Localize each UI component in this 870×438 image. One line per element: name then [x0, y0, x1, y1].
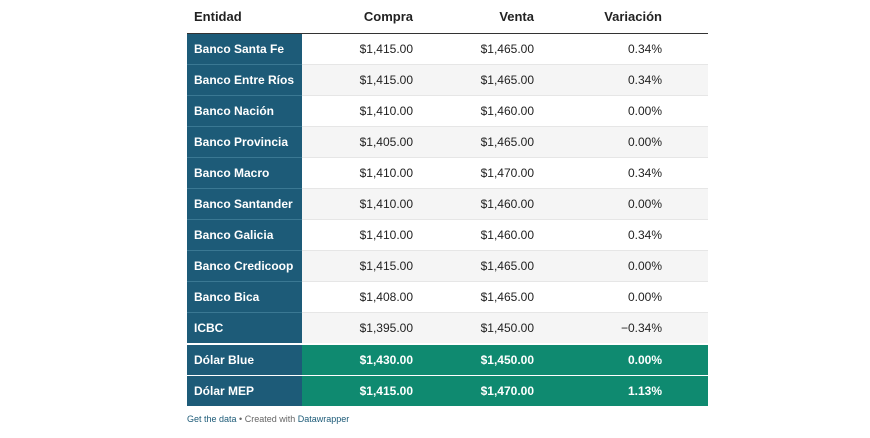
cell-entidad: Banco Macro [187, 157, 302, 189]
cell-entidad: Banco Credicoop [187, 250, 302, 282]
cell-variacion: 0.34% [534, 64, 662, 96]
header-variacion[interactable]: Variación [534, 0, 662, 34]
table-row: Banco Provincia $1,405.00 $1,465.00 0.00% [187, 126, 708, 158]
cell-variacion: 0.34% [534, 157, 662, 189]
cell-variacion: 0.00% [534, 250, 662, 282]
cell-compra: $1,430.00 [302, 343, 413, 376]
cell-venta: $1,460.00 [413, 188, 534, 220]
cell-venta: $1,465.00 [413, 126, 534, 158]
cell-venta: $1,460.00 [413, 219, 534, 251]
cell-venta: $1,470.00 [413, 375, 534, 407]
rates-table-container: Entidad Compra Venta Variación Banco San… [187, 0, 708, 407]
cell-spacer [662, 312, 708, 345]
table-row: ICBC $1,395.00 $1,450.00 −0.34% [187, 312, 708, 345]
cell-venta: $1,465.00 [413, 33, 534, 65]
cell-entidad: Banco Santander [187, 188, 302, 220]
get-data-link[interactable]: Get the data [187, 414, 237, 424]
cell-entidad: Banco Bica [187, 281, 302, 313]
header-entidad[interactable]: Entidad [187, 0, 302, 34]
cell-spacer [662, 188, 708, 220]
cell-compra: $1,410.00 [302, 157, 413, 189]
cell-spacer [662, 33, 708, 65]
cell-entidad: Banco Nación [187, 95, 302, 127]
table-row: Banco Macro $1,410.00 $1,470.00 0.34% [187, 157, 708, 189]
cell-compra: $1,415.00 [302, 33, 413, 65]
cell-venta: $1,460.00 [413, 95, 534, 127]
cell-entidad: ICBC [187, 312, 302, 345]
cell-variacion: 0.34% [534, 219, 662, 251]
cell-spacer [662, 375, 708, 407]
table-row: Banco Nación $1,410.00 $1,460.00 0.00% [187, 95, 708, 127]
footer: Get the data • Created with Datawrapper [187, 414, 349, 424]
cell-venta: $1,465.00 [413, 281, 534, 313]
cell-entidad: Banco Entre Ríos [187, 64, 302, 96]
cell-variacion: 0.00% [534, 343, 662, 376]
cell-variacion: 0.34% [534, 33, 662, 65]
table-header-row: Entidad Compra Venta Variación [187, 0, 708, 34]
cell-variacion: 0.00% [534, 188, 662, 220]
cell-spacer [662, 95, 708, 127]
cell-variacion: 0.00% [534, 95, 662, 127]
cell-compra: $1,410.00 [302, 188, 413, 220]
cell-compra: $1,415.00 [302, 375, 413, 407]
cell-spacer [662, 64, 708, 96]
cell-compra: $1,408.00 [302, 281, 413, 313]
cell-entidad: Dólar MEP [187, 375, 302, 407]
header-venta[interactable]: Venta [413, 0, 534, 34]
cell-spacer [662, 219, 708, 251]
table-row: Dólar Blue $1,430.00 $1,450.00 0.00% [187, 343, 708, 376]
cell-compra: $1,415.00 [302, 250, 413, 282]
cell-entidad: Banco Provincia [187, 126, 302, 158]
table-row: Dólar MEP $1,415.00 $1,470.00 1.13% [187, 375, 708, 407]
footer-separator: • Created with [236, 414, 298, 424]
table-row: Banco Credicoop $1,415.00 $1,465.00 0.00% [187, 250, 708, 282]
table-row: Banco Santa Fe $1,415.00 $1,465.00 0.34% [187, 33, 708, 65]
cell-venta: $1,450.00 [413, 343, 534, 376]
table-body: Banco Santa Fe $1,415.00 $1,465.00 0.34% Ban… [187, 33, 708, 407]
cell-spacer [662, 281, 708, 313]
cell-spacer [662, 157, 708, 189]
cell-compra: $1,395.00 [302, 312, 413, 345]
rates-table: Entidad Compra Venta Variación Banco San… [187, 0, 708, 407]
cell-compra: $1,410.00 [302, 219, 413, 251]
cell-variacion: 0.00% [534, 126, 662, 158]
cell-entidad: Banco Santa Fe [187, 33, 302, 65]
cell-compra: $1,415.00 [302, 64, 413, 96]
cell-venta: $1,465.00 [413, 250, 534, 282]
header-compra[interactable]: Compra [302, 0, 413, 34]
table-row: Banco Bica $1,408.00 $1,465.00 0.00% [187, 281, 708, 313]
cell-compra: $1,405.00 [302, 126, 413, 158]
table-row: Banco Entre Ríos $1,415.00 $1,465.00 0.34% [187, 64, 708, 96]
cell-venta: $1,450.00 [413, 312, 534, 345]
cell-entidad: Banco Galicia [187, 219, 302, 251]
cell-venta: $1,465.00 [413, 64, 534, 96]
cell-variacion: 0.00% [534, 281, 662, 313]
cell-entidad: Dólar Blue [187, 343, 302, 376]
cell-spacer [662, 126, 708, 158]
cell-variacion: 1.13% [534, 375, 662, 407]
cell-venta: $1,470.00 [413, 157, 534, 189]
cell-spacer [662, 343, 708, 376]
table-row: Banco Galicia $1,410.00 $1,460.00 0.34% [187, 219, 708, 251]
datawrapper-link[interactable]: Datawrapper [297, 414, 350, 424]
cell-compra: $1,410.00 [302, 95, 413, 127]
header-spacer [662, 0, 708, 34]
cell-spacer [662, 250, 708, 282]
table-row: Banco Santander $1,410.00 $1,460.00 0.00% [187, 188, 708, 220]
cell-variacion: −0.34% [534, 312, 662, 345]
